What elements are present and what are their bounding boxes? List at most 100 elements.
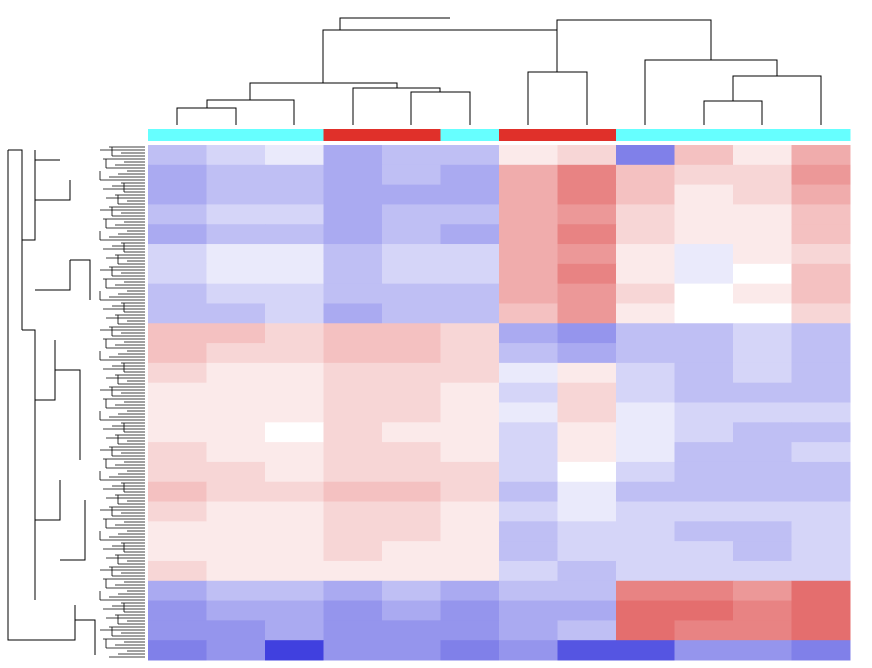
heatmap-cell — [499, 461, 558, 483]
heatmap-cell — [440, 204, 500, 225]
heatmap-cell — [440, 362, 500, 384]
heatmap-cell — [674, 442, 734, 463]
heatmap-cell — [148, 244, 207, 265]
heatmap-cell — [148, 204, 207, 225]
heatmap-cell — [440, 343, 500, 364]
heatmap-cell — [382, 204, 441, 225]
heatmap-cell — [791, 224, 851, 245]
heatmap-cell — [557, 244, 617, 265]
heatmap-cell — [440, 600, 500, 621]
heatmap-cell — [733, 560, 792, 582]
heatmap-cell — [323, 184, 383, 205]
heatmap-cell — [206, 184, 266, 205]
heatmap-cell — [733, 145, 792, 166]
heatmap-cell — [733, 580, 792, 602]
heatmap-cell — [382, 481, 441, 503]
heatmap-cell — [674, 382, 734, 403]
heatmap-cell — [440, 283, 500, 304]
heatmap-cell — [791, 303, 851, 324]
heatmap-cell — [674, 600, 734, 621]
heatmap-cell — [323, 164, 383, 186]
annotation-cell — [265, 129, 324, 141]
heatmap-cell — [148, 620, 207, 641]
heatmap-cells — [148, 145, 851, 661]
heatmap-cell — [616, 620, 675, 641]
heatmap-cell — [733, 600, 792, 621]
heatmap-cell — [557, 541, 617, 562]
heatmap-cell — [733, 382, 792, 403]
heatmap-cell — [674, 620, 734, 641]
heatmap-cell — [674, 422, 734, 443]
dendrogram-branch — [527, 71, 588, 125]
heatmap-cell — [499, 343, 558, 364]
heatmap-cell — [206, 640, 266, 661]
dendrogram-branch — [60, 605, 96, 655]
heatmap-cell — [733, 501, 792, 522]
heatmap-cell — [206, 600, 266, 621]
heatmap-cell — [733, 422, 792, 443]
heatmap-cell — [148, 402, 207, 423]
heatmap-cell — [557, 224, 617, 245]
dendrogram-branch — [176, 107, 237, 125]
heatmap-cell — [674, 343, 734, 364]
heatmap-cell — [791, 402, 851, 423]
heatmap-cell — [557, 204, 617, 225]
heatmap-cell — [674, 481, 734, 503]
heatmap-cell — [733, 184, 792, 205]
heatmap-cell — [791, 145, 851, 166]
annotation-cell — [148, 129, 207, 141]
heatmap-cell — [323, 244, 383, 265]
heatmap-cell — [616, 560, 675, 582]
heatmap-cell — [440, 184, 500, 205]
heatmap-cell — [674, 224, 734, 245]
heatmap-cell — [499, 204, 558, 225]
heatmap-cell — [265, 382, 324, 403]
heatmap-cell — [616, 323, 675, 344]
heatmap-cell — [265, 204, 324, 225]
heatmap-cell — [148, 283, 207, 304]
heatmap-cell — [791, 521, 851, 542]
heatmap-cell — [674, 501, 734, 522]
heatmap-cell — [323, 362, 383, 384]
heatmap-cell — [323, 283, 383, 304]
heatmap-cell — [382, 343, 441, 364]
heatmap-cell — [323, 501, 383, 522]
heatmap-cell — [616, 283, 675, 304]
heatmap-cell — [791, 422, 851, 443]
heatmap-cell — [499, 521, 558, 542]
heatmap-cell — [674, 184, 734, 205]
heatmap-cell — [440, 442, 500, 463]
annotation-cell — [674, 129, 734, 141]
heatmap-cell — [382, 382, 441, 403]
heatmap-cell — [440, 501, 500, 522]
heatmap-cell — [148, 521, 207, 542]
heatmap-cell — [674, 145, 734, 166]
heatmap-cell — [206, 541, 266, 562]
heatmap-cell — [440, 303, 500, 324]
heatmap-cell — [206, 263, 266, 285]
heatmap-cell — [557, 323, 617, 344]
heatmap-cell — [557, 640, 617, 661]
heatmap-cell — [265, 640, 324, 661]
heatmap-cell — [674, 263, 734, 285]
heatmap-cell — [265, 442, 324, 463]
heatmap-cell — [733, 224, 792, 245]
heatmap-cell — [382, 521, 441, 542]
heatmap-cell — [791, 283, 851, 304]
heatmap-cell — [674, 323, 734, 344]
heatmap-cell — [791, 382, 851, 403]
heatmap-cell — [323, 560, 383, 582]
heatmap-cell — [733, 442, 792, 463]
annotation-cell — [440, 129, 500, 141]
heatmap-cell — [440, 382, 500, 403]
heatmap-cell — [616, 303, 675, 324]
heatmap-cell — [265, 402, 324, 423]
heatmap-cell — [206, 283, 266, 304]
heatmap-cell — [616, 204, 675, 225]
heatmap-cell — [616, 422, 675, 443]
heatmap-cell — [499, 303, 558, 324]
heatmap-cell — [791, 204, 851, 225]
heatmap-cell — [499, 501, 558, 522]
heatmap-cell — [323, 303, 383, 324]
heatmap-cell — [733, 283, 792, 304]
